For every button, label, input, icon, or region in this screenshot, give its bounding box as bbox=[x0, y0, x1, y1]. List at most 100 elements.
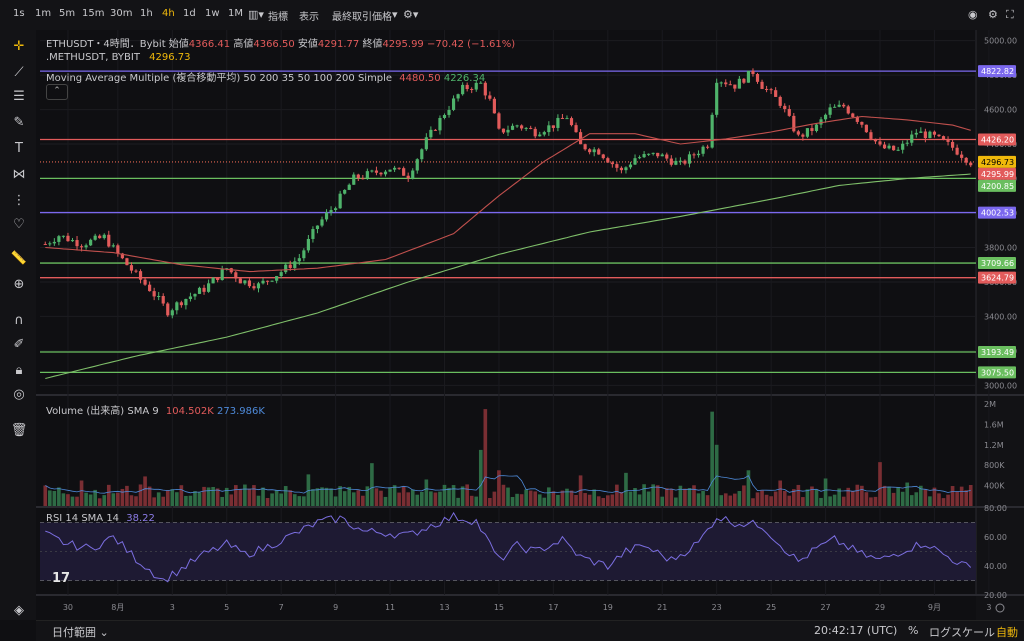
volume-bar bbox=[832, 494, 837, 506]
percent-toggle[interactable]: % bbox=[908, 624, 919, 637]
candle-body bbox=[265, 280, 270, 282]
candle-body bbox=[578, 132, 583, 145]
volume-bar bbox=[751, 498, 755, 506]
interval-30m[interactable]: 30m bbox=[110, 8, 133, 19]
candle-body bbox=[288, 264, 292, 268]
trendline-icon[interactable]: ⟋ bbox=[14, 65, 24, 80]
volume-bar bbox=[782, 490, 787, 506]
candle-body bbox=[79, 246, 84, 248]
volume-bar bbox=[769, 496, 773, 506]
interval-15m[interactable]: 15m bbox=[82, 8, 105, 19]
interval-1w[interactable]: 1w bbox=[205, 8, 220, 19]
candle-body bbox=[75, 240, 79, 247]
interval-1M[interactable]: 1M bbox=[228, 8, 243, 19]
settings-icon[interactable]: ⚙ bbox=[988, 8, 998, 21]
chart-area[interactable]: 3000.003200.003400.003600.003800.004000.… bbox=[36, 30, 1024, 620]
volume-bar bbox=[742, 485, 746, 506]
candle-body bbox=[787, 109, 791, 116]
pattern-icon[interactable]: ⋈ bbox=[12, 167, 26, 182]
fib-icon[interactable]: ⋮ bbox=[12, 193, 26, 208]
rsi-label[interactable]: RSI 14 SMA 14 bbox=[46, 513, 120, 524]
interval-1d[interactable]: 1d bbox=[183, 8, 196, 19]
volume-bar bbox=[923, 489, 928, 506]
chart-type-icon[interactable]: ▥▾ bbox=[248, 8, 264, 21]
chevron-down-icon[interactable]: ▾ bbox=[392, 8, 398, 21]
trash-icon[interactable]: 🗑︎ bbox=[10, 423, 28, 438]
volume-bar bbox=[365, 486, 370, 506]
camera-icon[interactable]: ◉ bbox=[968, 8, 978, 21]
crosshair-icon[interactable]: ✛ bbox=[13, 39, 25, 54]
candle-body bbox=[501, 128, 506, 133]
volume-bar bbox=[578, 475, 583, 506]
lock-icon[interactable]: 🔒︎ bbox=[15, 363, 23, 378]
volume-bar bbox=[215, 488, 220, 506]
brush-icon[interactable]: ✎ bbox=[13, 115, 25, 130]
volume-bar bbox=[556, 494, 560, 506]
volume-bar bbox=[283, 486, 288, 506]
volume-bar bbox=[909, 495, 914, 506]
horizontal-lines-icon[interactable]: ☰ bbox=[13, 89, 25, 104]
candle-body bbox=[329, 210, 333, 213]
volume-bar bbox=[914, 492, 919, 506]
time-tick-label: 17 bbox=[548, 603, 558, 612]
indicator-settings-icon[interactable]: ⚙▾ bbox=[403, 8, 419, 21]
price-axis-background bbox=[976, 30, 1024, 620]
low-label: 安値 bbox=[297, 39, 318, 50]
candle-body bbox=[628, 164, 633, 168]
interval-1s[interactable]: 1s bbox=[13, 8, 25, 19]
rsi-tick-label: 80.00 bbox=[984, 504, 1007, 513]
volume-bar bbox=[692, 485, 696, 506]
volume-tick-label: 1.2M bbox=[984, 441, 1004, 450]
clock[interactable]: 20:42:17 (UTC) bbox=[814, 624, 898, 637]
symbol-title[interactable]: ETHUSDT・4時間．Bybit bbox=[46, 39, 166, 50]
magnet-icon[interactable]: ∩ bbox=[14, 313, 24, 328]
fullscreen-icon[interactable]: ⛶ bbox=[1006, 8, 1014, 21]
text-icon[interactable]: T bbox=[15, 141, 23, 156]
volume-bar bbox=[583, 493, 587, 506]
volume-bar bbox=[660, 496, 665, 506]
volume-bar bbox=[129, 495, 134, 506]
candle-body bbox=[515, 125, 519, 127]
interval-1m[interactable]: 1m bbox=[35, 8, 52, 19]
candle-body bbox=[742, 78, 746, 83]
candle-body bbox=[737, 78, 741, 89]
candle-body bbox=[969, 162, 973, 166]
volume-bar bbox=[247, 488, 252, 506]
zoom-icon[interactable]: ⊕ bbox=[13, 277, 25, 292]
interval-5m[interactable]: 5m bbox=[59, 8, 76, 19]
ruler-icon[interactable]: 📏 bbox=[10, 251, 28, 266]
interval-4h[interactable]: 4h bbox=[162, 8, 175, 19]
eye-icon[interactable]: ◎ bbox=[13, 387, 25, 402]
auto-scale-toggle[interactable]: 自動 bbox=[996, 626, 1018, 639]
ma50-line bbox=[45, 115, 971, 273]
level-tag-label: 4296.73 bbox=[981, 158, 1014, 167]
lock-drawing-icon[interactable]: ✐ bbox=[13, 337, 25, 352]
collapse-legend-button[interactable]: ⌃ bbox=[46, 84, 68, 100]
candle-body bbox=[388, 169, 392, 172]
volume-bar bbox=[569, 490, 574, 506]
ma-label[interactable]: Moving Average Multiple (複合移動平均) 50 200 … bbox=[46, 73, 393, 84]
candle-body bbox=[111, 245, 115, 247]
volume-bar bbox=[401, 486, 406, 506]
log-scale-toggle[interactable]: ログスケール bbox=[929, 626, 995, 639]
view-menu[interactable]: 表示 bbox=[299, 12, 319, 23]
layers-icon[interactable]: ◈ bbox=[14, 603, 24, 618]
volume-bar bbox=[333, 496, 338, 506]
volume-bar bbox=[161, 496, 166, 506]
mark-symbol[interactable]: .METHUSDT, BYBIT bbox=[46, 52, 140, 63]
level-tag bbox=[978, 206, 1016, 219]
volume-bar bbox=[292, 494, 297, 506]
volume-bar bbox=[760, 490, 764, 506]
heart-icon[interactable]: ♡ bbox=[13, 217, 25, 232]
last-price-menu[interactable]: 最終取引価格 bbox=[332, 12, 392, 23]
level-tag bbox=[978, 167, 1016, 180]
candle-body bbox=[923, 131, 927, 139]
volume-bar bbox=[66, 494, 70, 506]
volume-tick-label: 1.6M bbox=[984, 420, 1004, 429]
indicators-menu[interactable]: 指標 bbox=[268, 12, 288, 23]
candle-body bbox=[860, 121, 864, 125]
interval-1h[interactable]: 1h bbox=[140, 8, 153, 19]
date-range-button[interactable]: 日付範囲 ⌄ bbox=[52, 626, 109, 639]
candle-body bbox=[696, 153, 701, 156]
volume-label[interactable]: Volume (出来高) SMA 9 bbox=[46, 406, 159, 417]
